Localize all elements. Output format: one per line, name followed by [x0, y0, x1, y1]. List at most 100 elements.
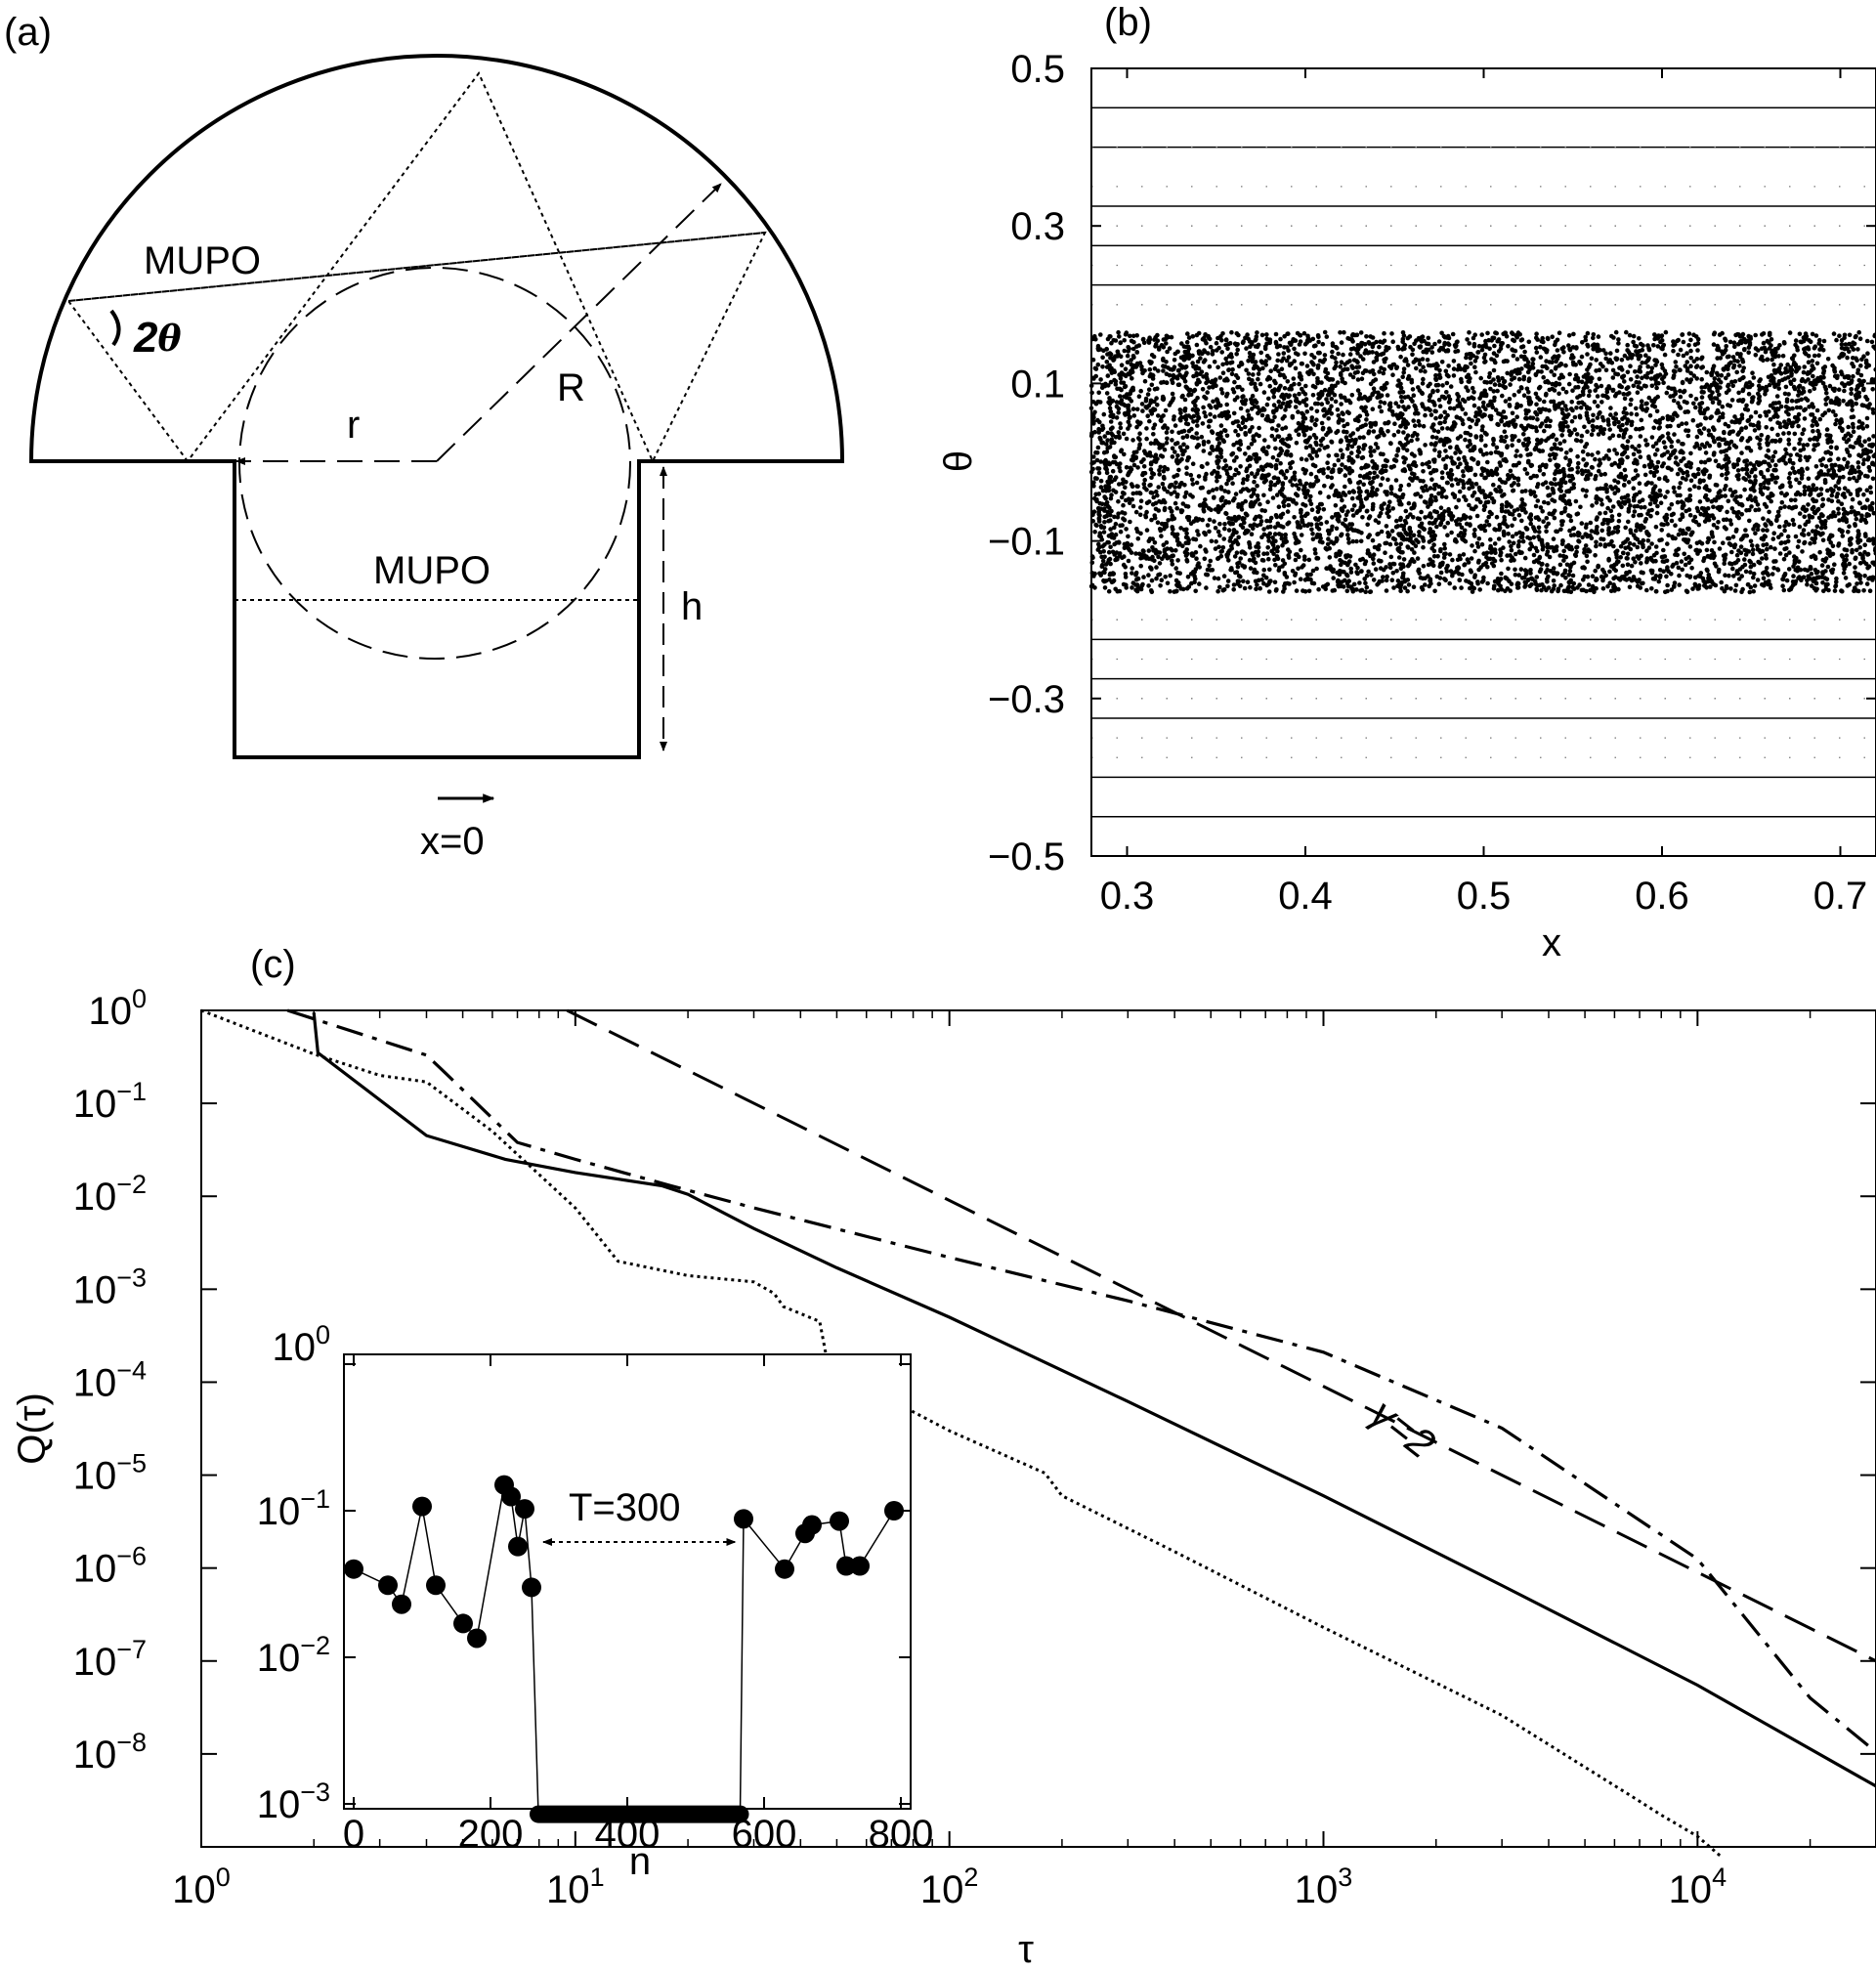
- chaotic-point: [1118, 421, 1123, 426]
- chaotic-point: [1431, 486, 1437, 492]
- chaotic-point: [1338, 393, 1343, 399]
- chaotic-point: [1226, 558, 1231, 563]
- chaotic-point: [1268, 524, 1273, 530]
- chaotic-point: [1461, 552, 1467, 557]
- chaotic-point: [1784, 578, 1790, 583]
- chaotic-point: [1825, 357, 1831, 362]
- panel-a-label: (a): [4, 11, 52, 54]
- chaotic-point: [1244, 367, 1249, 373]
- chaotic-point: [1552, 515, 1557, 521]
- chaotic-point: [1270, 495, 1276, 500]
- chaotic-point: [1763, 522, 1768, 527]
- chaotic-point: [1639, 561, 1643, 566]
- chaotic-point: [1766, 434, 1770, 440]
- chaotic-point: [1364, 584, 1370, 590]
- chaotic-point: [1357, 493, 1363, 498]
- chaotic-point: [1561, 439, 1567, 444]
- chaotic-point: [1492, 583, 1497, 589]
- chaotic-point: [1676, 565, 1682, 571]
- chaotic-point: [1387, 364, 1392, 369]
- chaotic-point: [1201, 509, 1207, 514]
- chaotic-point: [1738, 544, 1744, 549]
- chaotic-point: [1261, 567, 1266, 573]
- chaotic-point: [1556, 381, 1562, 387]
- chaotic-point: [1720, 404, 1726, 409]
- chaotic-point: [1671, 562, 1676, 568]
- chaotic-point: [1488, 386, 1493, 392]
- chaotic-point: [1425, 488, 1429, 492]
- chaotic-point: [1250, 401, 1255, 407]
- chaotic-point: [1170, 429, 1174, 435]
- chaotic-point: [1295, 399, 1300, 404]
- chaotic-point: [1551, 578, 1556, 583]
- chaotic-point: [1407, 526, 1413, 531]
- chaotic-point: [1840, 428, 1845, 434]
- chaotic-point: [1100, 364, 1105, 369]
- chaotic-point: [1145, 413, 1150, 419]
- chaotic-point: [1786, 392, 1791, 397]
- chaotic-point: [1390, 339, 1395, 345]
- chaotic-point: [1849, 433, 1854, 439]
- chaotic-point: [1747, 518, 1752, 524]
- chaotic-point: [1285, 443, 1290, 449]
- chaotic-point: [1524, 447, 1529, 452]
- chaotic-point: [1505, 359, 1510, 364]
- chaotic-point: [1598, 542, 1603, 547]
- chaotic-point: [1536, 525, 1542, 531]
- chaotic-point: [1793, 504, 1799, 510]
- chaotic-point: [1643, 438, 1648, 443]
- chaotic-point: [1246, 412, 1252, 418]
- chaotic-point: [1760, 332, 1765, 337]
- chaotic-point: [1593, 388, 1598, 393]
- chaotic-point: [1161, 337, 1167, 342]
- chaotic-point: [1649, 481, 1654, 486]
- chaotic-point: [1095, 466, 1100, 471]
- chaotic-point: [1226, 516, 1231, 521]
- chaotic-point: [1298, 577, 1303, 581]
- chaotic-point: [1326, 465, 1331, 471]
- chaotic-point: [1474, 513, 1480, 519]
- chaotic-point: [1131, 462, 1137, 468]
- chaotic-point: [1686, 343, 1691, 348]
- chaotic-point: [1688, 370, 1693, 376]
- chaotic-point: [1215, 364, 1220, 370]
- chaotic-point: [1825, 472, 1830, 477]
- chaotic-point: [1448, 455, 1454, 460]
- chaotic-point: [1759, 354, 1765, 360]
- chaotic-point: [1724, 476, 1729, 482]
- chaotic-point: [1763, 349, 1769, 355]
- chaotic-point: [1494, 330, 1499, 336]
- chaotic-point: [1445, 348, 1451, 354]
- chaotic-point: [1512, 481, 1516, 486]
- chaotic-point: [1603, 351, 1608, 357]
- chaotic-point: [1229, 475, 1234, 481]
- chaotic-point: [1124, 465, 1130, 470]
- chaotic-point: [1261, 480, 1267, 485]
- chaotic-point: [1532, 529, 1538, 534]
- chaotic-point: [1109, 437, 1115, 443]
- chaotic-point: [1717, 399, 1722, 405]
- chaotic-point: [1437, 450, 1442, 455]
- chaotic-point: [1541, 472, 1547, 477]
- chaotic-point: [1806, 502, 1811, 507]
- chaotic-point: [1293, 405, 1299, 409]
- chaotic-point: [1283, 532, 1288, 537]
- chaotic-point: [1112, 514, 1117, 520]
- chaotic-point: [1333, 383, 1338, 389]
- chaotic-point: [1296, 487, 1301, 492]
- chaotic-point: [1613, 329, 1619, 335]
- chaotic-point: [1670, 535, 1676, 541]
- chaotic-point: [1165, 349, 1170, 355]
- chaotic-point: [1833, 421, 1838, 427]
- chaotic-point: [1157, 561, 1163, 566]
- chaotic-point: [1526, 390, 1531, 395]
- chaotic-point: [1645, 480, 1651, 486]
- chaotic-point: [1371, 429, 1377, 434]
- chaotic-point: [1170, 454, 1175, 459]
- chaotic-point: [1847, 524, 1852, 529]
- chaotic-point: [1097, 435, 1102, 441]
- chaotic-point: [1816, 434, 1821, 440]
- chaotic-point: [1457, 578, 1462, 582]
- chaotic-point: [1442, 409, 1447, 415]
- chaotic-point: [1510, 443, 1514, 449]
